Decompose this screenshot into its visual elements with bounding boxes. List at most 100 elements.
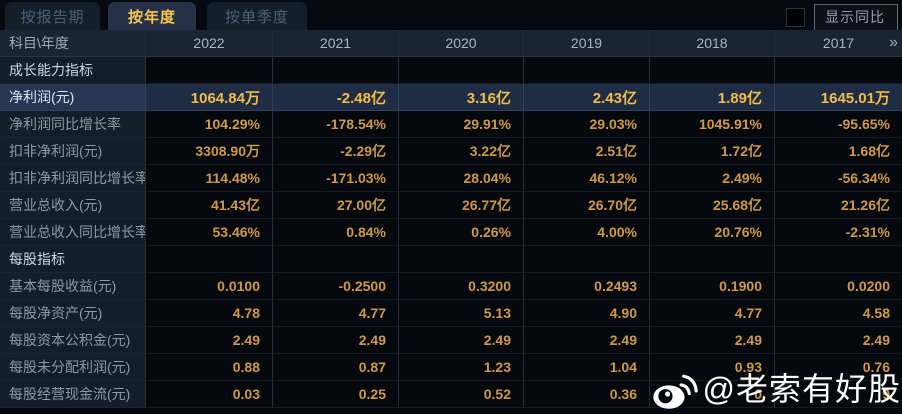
table-row[interactable]: 基本每股收益(元) 0.0100 -0.2500 0.3200 0.2493 0… [0,273,902,300]
cell-value: 2.49 [774,327,902,354]
cell-value: -178.54% [272,111,398,138]
cell-value: 3308.90万 [145,138,272,165]
cell-value [523,57,649,84]
cell-value [774,57,902,84]
table-row[interactable]: 净利润同比增长率 104.29% -178.54% 29.91% 29.03% … [0,111,902,138]
cell-value: 2.49 [272,327,398,354]
cell-value: 0.36 [523,381,649,408]
cell-value: -56.34% [774,165,902,192]
cell-value: 0.93 [649,354,774,381]
row-label: 每股指标 [0,246,145,273]
more-years-icon[interactable]: » [889,34,898,51]
cell-value: 1.68亿 [774,138,902,165]
cell-value: 0.87 [272,354,398,381]
cell-value: 26.77亿 [398,192,523,219]
table-row[interactable]: 每股指标 [0,246,902,273]
cell-value: 1.72亿 [649,138,774,165]
cell-value: 0.88 [145,354,272,381]
year-header[interactable]: 2017 » [774,30,902,57]
cell-value: -2.31% [774,219,902,246]
tab-by-year[interactable]: 按年度 [108,2,196,30]
table-row[interactable]: 每股净资产(元) 4.78 4.77 5.13 4.90 4.77 4.58 [0,300,902,327]
cell-value: 0 [649,381,774,408]
cell-value: 2.49 [649,327,774,354]
row-label: 营业总收入同比增长率 [0,219,145,246]
cell-value: 28.04% [398,165,523,192]
year-header[interactable]: 2020 [398,30,523,57]
cell-value: -2.48亿 [272,84,398,111]
cell-value: 29.91% [398,111,523,138]
cell-value: 2.49 [523,327,649,354]
cell-value: 4.00% [523,219,649,246]
cell-value: -2.29亿 [272,138,398,165]
table-row[interactable]: 扣非净利润(元) 3308.90万 -2.29亿 3.22亿 2.51亿 1.7… [0,138,902,165]
cell-value: 2.43亿 [523,84,649,111]
cell-value: 1064.84万 [145,84,272,111]
year-header[interactable]: 2018 [649,30,774,57]
row-label: 基本每股收益(元) [0,273,145,300]
cell-value: 0.0200 [774,273,902,300]
table-body: 成长能力指标 净利润(元) 1064.84万 -2.48亿 3.16亿 2.43… [0,57,902,408]
row-label: 每股经营现金流(元) [0,381,145,408]
period-tabbar: 按报告期 按年度 按单季度 显示同比 [0,0,902,31]
row-label: 每股未分配利润(元) [0,354,145,381]
cell-value: 25.68亿 [649,192,774,219]
cell-value: 0.76 [774,354,902,381]
cell-value: 20.76% [649,219,774,246]
cell-value: 3.16亿 [398,84,523,111]
cell-value: 0.26% [398,219,523,246]
cell-value: 1645.01万 [774,84,902,111]
table-row[interactable]: 扣非净利润同比增长率 114.48% -171.03% 28.04% 46.12… [0,165,902,192]
cell-value [272,246,398,273]
cell-value: 0.25 [272,381,398,408]
cell-value: 27.00亿 [272,192,398,219]
row-label: 净利润同比增长率 [0,111,145,138]
cell-value: 2.51亿 [523,138,649,165]
table-row[interactable]: 营业总收入同比增长率 53.46% 0.84% 0.26% 4.00% 20.7… [0,219,902,246]
cell-value: 29.03% [523,111,649,138]
year-header[interactable]: 2019 [523,30,649,57]
cell-value: 4.77 [649,300,774,327]
cell-value: 2.49% [649,165,774,192]
cell-value: 21.26亿 [774,192,902,219]
row-label: 扣非净利润(元) [0,138,145,165]
table-row[interactable]: 净利润(元) 1064.84万 -2.48亿 3.16亿 2.43亿 1.89亿… [0,84,902,111]
show-yoy-label[interactable]: 显示同比 [814,4,898,31]
table-row[interactable]: 成长能力指标 [0,57,902,84]
cell-value: 0.1900 [649,273,774,300]
cell-value: 0.84% [272,219,398,246]
table-row[interactable]: 每股经营现金流(元) 0.03 0.25 0.52 0.36 0 9 [0,381,902,408]
corner-header-cell: 科目\年度 [0,30,145,57]
table-row[interactable]: 每股未分配利润(元) 0.88 0.87 1.23 1.04 0.93 0.76 [0,354,902,381]
cell-value [398,57,523,84]
cell-value: 4.58 [774,300,902,327]
cell-value: 4.78 [145,300,272,327]
show-yoy-checkbox[interactable] [786,8,805,27]
cell-value: 5.13 [398,300,523,327]
table-header: 科目\年度 2022 2021 2020 2019 2018 2017 » [0,30,902,57]
cell-value: 0.0100 [145,273,272,300]
cell-value: 0.52 [398,381,523,408]
show-yoy-control: 显示同比 [786,4,898,31]
year-header[interactable]: 2021 [272,30,398,57]
row-label: 每股资本公积金(元) [0,327,145,354]
row-label: 成长能力指标 [0,57,145,84]
cell-value [398,246,523,273]
cell-value [145,57,272,84]
tab-by-report-period[interactable]: 按报告期 [5,2,100,30]
cell-value: 2.49 [145,327,272,354]
cell-value: 2.49 [398,327,523,354]
table-row[interactable]: 每股资本公积金(元) 2.49 2.49 2.49 2.49 2.49 2.49 [0,327,902,354]
cell-value: 1.04 [523,354,649,381]
cell-value: -0.2500 [272,273,398,300]
cell-value: 0.03 [145,381,272,408]
year-header[interactable]: 2022 [145,30,272,57]
cell-value: 0.2493 [523,273,649,300]
tab-by-quarter[interactable]: 按单季度 [207,2,307,30]
year-header-label: 2017 [822,35,855,51]
cell-value: 41.43亿 [145,192,272,219]
table-row[interactable]: 营业总收入(元) 41.43亿 27.00亿 26.77亿 26.70亿 25.… [0,192,902,219]
cell-value: 1045.91% [649,111,774,138]
cell-value: 114.48% [145,165,272,192]
